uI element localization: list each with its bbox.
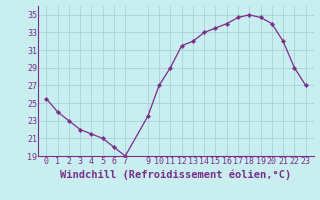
X-axis label: Windchill (Refroidissement éolien,°C): Windchill (Refroidissement éolien,°C) [60, 169, 292, 180]
